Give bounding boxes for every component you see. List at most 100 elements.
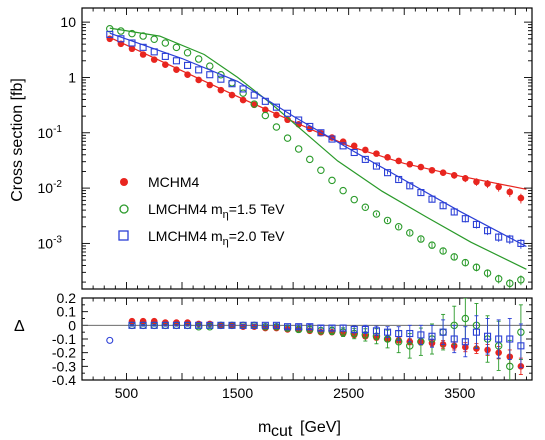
main-plot-frame	[81, 7, 533, 290]
data-point	[239, 96, 247, 104]
data-point	[461, 215, 469, 223]
data-point	[328, 135, 336, 143]
data-point	[106, 35, 114, 43]
data-point	[117, 35, 125, 43]
fit-curve-0	[109, 36, 527, 190]
data-point	[250, 91, 258, 99]
data-point	[272, 123, 281, 131]
ratio-point	[417, 331, 425, 339]
ratio-point	[461, 338, 469, 346]
legend-marker-lmchm4-20	[118, 230, 129, 241]
data-point	[517, 194, 525, 202]
ratio-point	[128, 321, 136, 329]
ratio-y-tick-label: -0.1	[52, 331, 76, 347]
data-point	[161, 39, 170, 47]
data-point	[395, 157, 402, 165]
data-point	[361, 203, 370, 212]
ratio-y-tick-label: 0	[68, 317, 76, 333]
ratio-point	[139, 321, 147, 329]
x-tick-label: 500	[115, 385, 139, 401]
ratio-point	[306, 323, 314, 331]
data-point	[428, 241, 436, 249]
data-point	[517, 239, 525, 247]
ratio-y-tick-label: 0.2	[57, 290, 77, 306]
ratio-point	[284, 323, 292, 331]
ratio-point	[328, 324, 336, 332]
data-point	[128, 39, 136, 47]
ratio-point	[195, 321, 203, 329]
data-point	[439, 247, 447, 255]
main-panel: 10 1 10-1 10-2 10-3	[38, 7, 533, 290]
data-point	[272, 103, 280, 111]
ratio-point	[439, 328, 447, 336]
ratio-panel: 500 1500 2500 3500 0.20.10-0.1-0.2-0.3-0.4	[52, 290, 533, 401]
ratio-point	[406, 342, 414, 350]
data-point	[394, 223, 403, 231]
data-point	[150, 35, 158, 44]
data-point	[184, 61, 192, 69]
data-point	[161, 52, 169, 60]
data-point	[283, 134, 292, 142]
data-point	[461, 258, 470, 267]
data-point	[194, 55, 203, 63]
data-point	[406, 182, 414, 190]
data-point	[406, 229, 414, 237]
data-point	[472, 263, 481, 272]
data-point	[484, 227, 492, 235]
data-point	[473, 178, 480, 186]
data-point	[184, 71, 191, 79]
ratio-y-tick-label: -0.4	[52, 372, 76, 388]
data-point	[306, 122, 314, 131]
legend: MCHM4 LMCHM4 mη=1.5 TeV LMCHM4 mη=2.0 Te…	[118, 174, 285, 248]
data-point	[450, 253, 458, 261]
ratio-point	[406, 329, 414, 338]
data-point	[239, 85, 247, 93]
data-point	[117, 27, 125, 35]
data-point	[350, 148, 358, 157]
ratio-point	[384, 328, 392, 336]
ratio-y-tick-label: -0.2	[52, 345, 76, 361]
data-point	[228, 91, 236, 99]
data-point	[217, 75, 225, 83]
data-point	[372, 162, 380, 170]
ratio-point	[506, 362, 514, 371]
data-point	[483, 269, 492, 277]
data-point	[128, 45, 136, 53]
data-point	[250, 100, 258, 108]
ratio-point	[372, 327, 380, 335]
ratio-y-tick-label: 0.1	[57, 304, 77, 320]
x-axis-label: m cut [GeV]	[258, 419, 341, 440]
ratio-point	[150, 321, 158, 329]
data-point	[439, 169, 447, 176]
data-point	[373, 150, 380, 157]
data-point	[384, 169, 392, 177]
data-point	[162, 61, 169, 68]
legend-label-lmchm4-15: LMCHM4 mη=1.5 TeV	[148, 201, 285, 221]
data-point	[139, 32, 147, 40]
data-point	[294, 145, 303, 153]
data-point	[484, 180, 491, 188]
data-point	[506, 235, 514, 243]
data-point	[172, 43, 181, 52]
data-point	[206, 81, 214, 89]
data-point	[284, 116, 291, 124]
data-point	[261, 111, 270, 120]
y-tick-label: 10-1	[38, 124, 63, 141]
ratio-point	[361, 325, 369, 333]
x-axis-label-symbol: m	[258, 419, 271, 436]
ratio-point	[506, 335, 514, 343]
y-axis-label: Cross section [fb]	[9, 78, 26, 202]
y-tick-label: 10-3	[38, 234, 63, 251]
x-axis-label-subscript: cut	[271, 423, 293, 440]
data-point	[417, 235, 425, 243]
data-point	[150, 56, 158, 63]
data-point	[295, 116, 303, 124]
data-point	[506, 279, 514, 288]
data-point	[350, 142, 358, 150]
data-point	[372, 210, 381, 218]
ratio-point	[428, 332, 436, 340]
ratio-point	[350, 325, 358, 333]
legend-label-mchm4: MCHM4	[148, 174, 200, 190]
ratio-point	[250, 321, 258, 329]
